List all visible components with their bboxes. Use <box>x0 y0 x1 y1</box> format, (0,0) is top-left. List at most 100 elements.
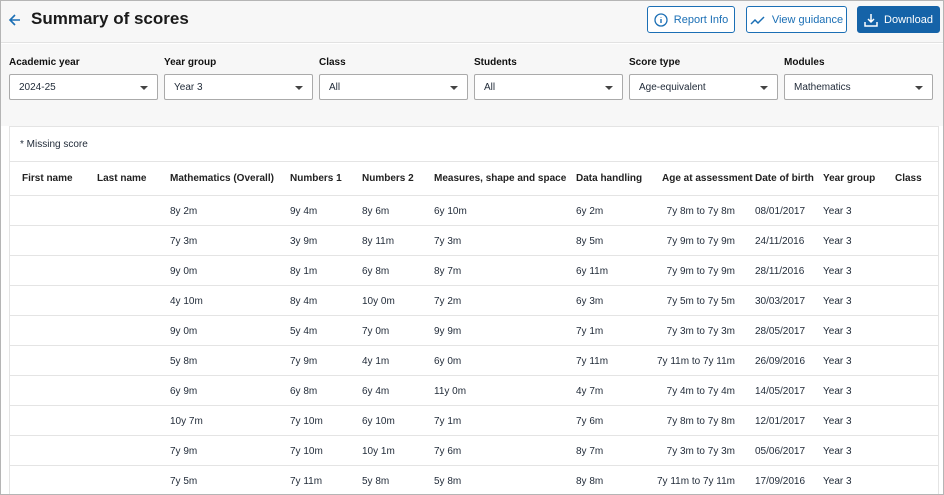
column-header: Age at assessment <box>662 173 753 184</box>
filter-select[interactable]: All <box>474 74 623 100</box>
table-cell: 14/05/2017 <box>755 386 806 397</box>
table-cell: 30/03/2017 <box>755 296 806 307</box>
report-info-button[interactable]: Report Info <box>647 6 735 33</box>
table-row: 7y 5m 7y 11m 5y 8m 5y 8m 8y 8m 7y 11m to 7y 1… <box>10 465 938 494</box>
table-cell: 6y 9m <box>170 386 198 397</box>
column-header: Year group <box>823 173 876 184</box>
table-row: 9y 0m 8y 1m 6y 8m 8y 7m 6y 11m 7y 9m to 7y 9m… <box>10 255 938 285</box>
table-cell: 28/11/2016 <box>755 266 805 277</box>
table-cell: 7y 3m <box>434 236 462 247</box>
table-cell: 6y 4m <box>362 386 390 397</box>
table-cell: 7y 1m <box>434 416 462 427</box>
trend-icon <box>750 15 765 25</box>
table-cell: 7y 11m <box>576 356 609 367</box>
table-cell: 05/06/2017 <box>755 446 806 457</box>
table-cell: 7y 3m <box>170 236 198 247</box>
info-icon <box>654 12 668 27</box>
missing-note: * Missing score <box>20 139 88 150</box>
table-cell: 6y 10m <box>434 206 467 217</box>
table-cell: Year 3 <box>823 266 852 277</box>
table-cell: 7y 8m to 7y 8m <box>666 416 735 427</box>
download-button[interactable]: Download <box>857 6 940 33</box>
filter-select[interactable]: 2024-25 <box>9 74 158 100</box>
table-row: 7y 3m 3y 9m 8y 11m 7y 3m 8y 5m 7y 9m to 7y 9m… <box>10 225 938 255</box>
table-cell: Year 3 <box>823 206 852 217</box>
column-header: Measures, shape and space <box>434 173 567 184</box>
column-header: Numbers 1 <box>290 173 342 184</box>
table-row: 6y 9m 6y 8m 6y 4m 11y 0m 4y 7m 7y 4m to 7y 4m… <box>10 375 938 405</box>
filter-label: Year group <box>164 57 217 68</box>
filter-label: Modules <box>784 57 825 68</box>
table-row: 9y 0m 5y 4m 7y 0m 9y 9m 7y 1m 7y 3m to 7y 3m 2… <box>10 315 938 345</box>
table-cell: Year 3 <box>823 386 852 397</box>
view-guidance-button[interactable]: View guidance <box>746 6 847 33</box>
table-cell: 9y 4m <box>290 206 318 217</box>
table-cell: 5y 8m <box>434 476 462 487</box>
table-cell: Year 3 <box>823 296 852 307</box>
table-cell: 8y 5m <box>576 236 604 247</box>
table-cell: 9y 0m <box>170 266 198 277</box>
table-cell: 4y 7m <box>576 386 604 397</box>
table-cell: 6y 11m <box>576 266 609 277</box>
table-cell: 26/09/2016 <box>755 356 806 367</box>
table-cell: 7y 6m <box>434 446 462 457</box>
download-icon <box>864 13 878 27</box>
table-cell: 8y 11m <box>362 236 395 247</box>
table-cell: 08/01/2017 <box>755 206 806 217</box>
back-arrow[interactable] <box>8 13 22 27</box>
filter-select[interactable]: Year 3 <box>164 74 313 100</box>
table-cell: 8y 1m <box>290 266 318 277</box>
table-row: 7y 9m 7y 10m 10y 1m 7y 6m 8y 7m 7y 3m to 7y 3… <box>10 435 938 465</box>
table-cell: 5y 8m <box>170 356 198 367</box>
filter-select[interactable]: Age-equivalent <box>629 74 778 100</box>
column-header: First name <box>22 173 73 184</box>
table-row: 8y 2m 9y 4m 8y 6m 6y 10m 6y 2m 7y 8m to 7y 8m… <box>10 195 938 225</box>
header-row <box>10 161 938 195</box>
table-cell: Year 3 <box>823 416 852 427</box>
table-cell: 8y 7m <box>576 446 604 457</box>
table-cell: 7y 11m to 7y 11m <box>657 356 735 367</box>
column-header: Data handling <box>576 173 643 184</box>
table-cell: 7y 1m <box>576 326 604 337</box>
table-cell: Year 3 <box>823 356 852 367</box>
table-cell: Year 3 <box>823 476 852 487</box>
table-cell: 7y 5m to 7y 5m <box>666 296 735 307</box>
table-cell: 4y 10m <box>170 296 203 307</box>
filter-label: Score type <box>629 57 681 68</box>
filter-select[interactable]: Mathematics <box>784 74 933 100</box>
table-cell: 8y 2m <box>170 206 198 217</box>
table-cell: 8y 4m <box>290 296 318 307</box>
filter-label: Academic year <box>9 57 80 68</box>
table-cell: 10y 7m <box>170 416 203 427</box>
column-header: Numbers 2 <box>362 173 414 184</box>
table-cell: 6y 8m <box>290 386 318 397</box>
table-row: 4y 10m 8y 4m 10y 0m 7y 2m 6y 3m 7y 5m to 7y 5… <box>10 285 938 315</box>
table-cell: 7y 11m to 7y 11m <box>657 476 735 487</box>
table-cell: 7y 9m <box>170 446 198 457</box>
table-cell: 7y 2m <box>434 296 462 307</box>
column-header: Date of birth <box>755 173 814 184</box>
table-cell: 6y 8m <box>362 266 390 277</box>
table-cell: 7y 6m <box>576 416 604 427</box>
table-cell: 8y 6m <box>362 206 390 217</box>
filter-label: Students <box>474 57 517 68</box>
page-title: Summary of scores <box>31 9 189 28</box>
table-cell: 24/11/2016 <box>755 236 805 247</box>
table-cell: 7y 10m <box>290 446 323 457</box>
column-header: Class <box>895 173 922 184</box>
table-cell: 6y 3m <box>576 296 604 307</box>
filter-select[interactable]: All <box>319 74 468 100</box>
table-cell: 9y 0m <box>170 326 198 337</box>
table-cell: 3y 9m <box>290 236 318 247</box>
table-cell: 5y 4m <box>290 326 318 337</box>
table-cell: 17/09/2016 <box>755 476 806 487</box>
table-cell: 6y 10m <box>362 416 395 427</box>
table-row: 10y 7m 7y 10m 6y 10m 7y 1m 7y 6m 7y 8m to 7y … <box>10 405 938 435</box>
table-cell: 7y 5m <box>170 476 198 487</box>
table-cell: Year 3 <box>823 236 852 247</box>
table-cell: 7y 8m to 7y 8m <box>666 206 735 217</box>
table-cell: 8y 7m <box>434 266 462 277</box>
table-cell: Year 3 <box>823 326 852 337</box>
table-cell: 7y 10m <box>290 416 323 427</box>
table-cell: 10y 1m <box>362 446 395 457</box>
